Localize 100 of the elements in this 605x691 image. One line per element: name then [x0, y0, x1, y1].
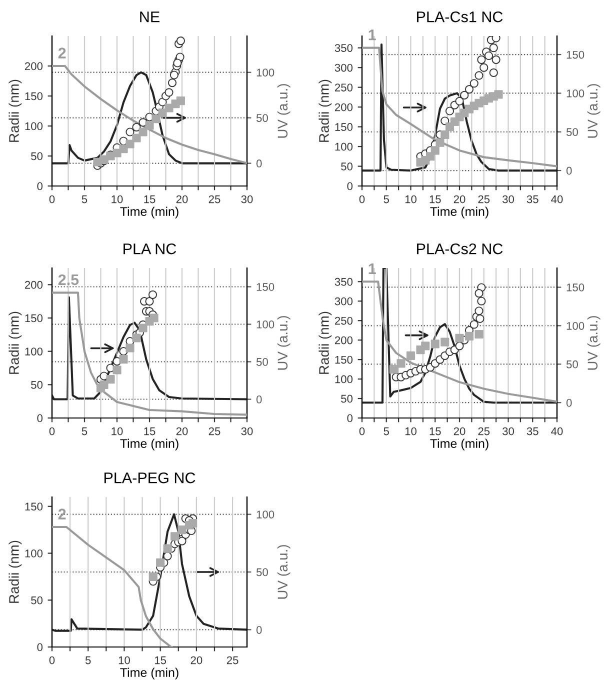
y-tick-label: 200: [334, 336, 353, 344]
x-tick-label: 15: [155, 656, 166, 664]
x-tick-label: 25: [208, 195, 220, 204]
x-tick-label: 10: [405, 427, 416, 436]
y-tick-label: 0: [347, 414, 353, 422]
point: [445, 106, 454, 116]
y-tick-label: 150: [25, 314, 43, 322]
chart-title: PLA-Cs1 NC: [417, 11, 503, 22]
point: [156, 558, 165, 567]
point: [474, 330, 484, 339]
point: [173, 58, 182, 68]
chart-title: PLA-Cs2 NC: [417, 243, 503, 254]
point: [421, 342, 430, 350]
y-axis-title: Radii (nm): [318, 312, 332, 374]
y2-tick-label: 0: [256, 626, 262, 634]
point: [132, 134, 141, 142]
y-tick-label: 100: [25, 122, 43, 130]
x-tick-label: 5: [82, 427, 88, 436]
point: [164, 88, 174, 97]
point: [455, 342, 464, 350]
x-tick-label: 15: [144, 427, 156, 436]
point: [430, 146, 440, 155]
point: [163, 544, 172, 553]
y2-tick-label: 100: [256, 68, 274, 76]
y2-tick-label: 50: [566, 360, 578, 368]
point: [455, 334, 464, 342]
y2-tick-label: 0: [566, 166, 572, 175]
point: [170, 532, 180, 541]
point: [119, 355, 128, 364]
point: [474, 289, 484, 298]
point: [106, 375, 115, 384]
x-tick-label: 30: [502, 427, 514, 436]
x-tick-label: 5: [82, 195, 88, 204]
point: [474, 306, 484, 316]
point: [474, 71, 484, 80]
point: [176, 36, 185, 46]
x-tick-label: 0: [359, 195, 365, 204]
point: [436, 138, 444, 147]
point: [396, 359, 406, 368]
point: [464, 332, 474, 340]
x-axis-title: Time (min): [430, 206, 488, 218]
point: [126, 140, 134, 148]
point: [188, 518, 198, 528]
x-tick-label: 15: [144, 195, 156, 204]
y-axis-title: Radii (nm): [8, 540, 22, 603]
x-tick-label: 25: [478, 195, 490, 204]
annotation: 2: [58, 48, 66, 58]
x-tick-label: 15: [430, 427, 441, 436]
x-tick-label: 15: [430, 195, 441, 204]
y-axis-title: Radii (nm): [8, 312, 22, 374]
x-tick-label: 20: [454, 427, 466, 436]
x-tick-label: 25: [208, 427, 220, 436]
point: [489, 44, 498, 52]
y-tick-label: 0: [37, 643, 43, 652]
x-tick-label: 25: [226, 656, 238, 664]
y-tick-label: 300: [334, 297, 353, 306]
x-tick-label: 40: [551, 427, 563, 436]
y-tick-label: 250: [334, 316, 353, 325]
y2-tick-label: 100: [566, 89, 584, 98]
x-tick-label: 0: [359, 427, 365, 436]
x-tick-label: 30: [502, 195, 514, 204]
y2-axis-title: UV (a.u.): [587, 84, 600, 138]
point: [100, 380, 108, 389]
point: [489, 68, 498, 77]
point: [389, 365, 398, 374]
point: [460, 90, 469, 100]
point: [176, 96, 185, 106]
point: [440, 130, 450, 139]
y-tick-label: 150: [25, 502, 43, 511]
y-tick-label: 0: [37, 414, 43, 422]
point: [138, 128, 148, 136]
y-tick-label: 150: [335, 356, 353, 364]
x-tick-label: 0: [49, 427, 55, 436]
y2-tick-label: 100: [566, 322, 584, 330]
y2-tick-label: 50: [256, 568, 268, 576]
point: [163, 552, 172, 560]
y2-tick-label: 50: [566, 128, 578, 136]
point: [168, 78, 177, 88]
y-tick-label: 300: [334, 64, 353, 72]
x-tick-label: 30: [241, 195, 253, 204]
x-tick-label: 20: [176, 195, 188, 204]
y2-tick-label: 150: [566, 284, 584, 292]
y-tick-label: 0: [37, 182, 43, 190]
point: [430, 340, 440, 348]
annotation: 2: [58, 508, 66, 520]
x-tick-label: 5: [85, 656, 91, 664]
point: [148, 572, 158, 581]
x-axis-title: Time (min): [120, 438, 178, 450]
x-tick-label: 5: [384, 427, 389, 436]
point: [112, 366, 122, 374]
y-tick-label: 100: [25, 550, 43, 558]
point: [150, 314, 158, 322]
point: [492, 36, 500, 42]
y2-axis-title: UV (a.u.): [277, 316, 290, 370]
point: [470, 79, 478, 88]
y-tick-label: 100: [335, 375, 353, 384]
y-tick-label: 200: [24, 62, 43, 70]
y-tick-label: 200: [334, 103, 353, 112]
x-tick-label: 20: [176, 427, 188, 436]
y2-axis-title: UV (a.u.): [277, 545, 290, 599]
